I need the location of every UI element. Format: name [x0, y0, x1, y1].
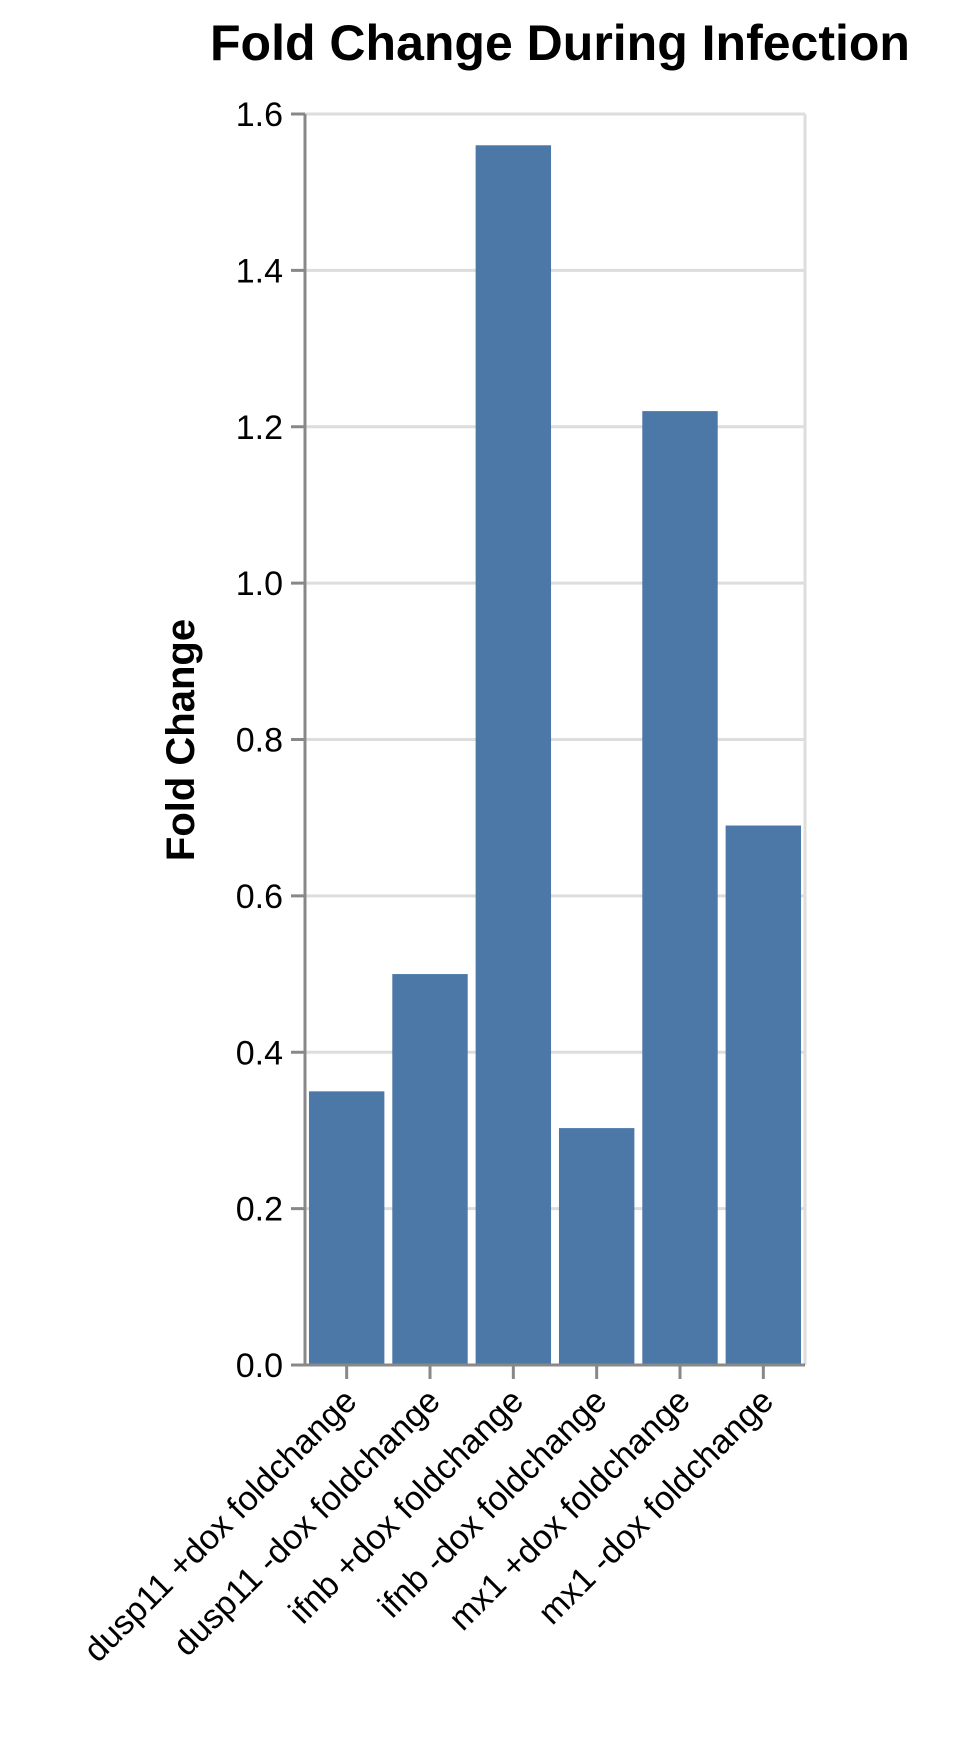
y-tick-label: 0.6 — [236, 878, 283, 916]
y-axis-title: Fold Change — [159, 619, 203, 861]
y-tick-label: 0.4 — [236, 1034, 283, 1072]
bar — [642, 411, 718, 1365]
grid-layer — [305, 112, 807, 1367]
bar — [725, 825, 802, 1365]
y-tick-label: 1.4 — [236, 252, 283, 290]
bar — [475, 145, 552, 1365]
chart-title: Fold Change During Infection — [210, 15, 910, 71]
y-tick-label: 1.2 — [236, 409, 283, 447]
axis-layer — [291, 112, 805, 1379]
bar — [392, 974, 468, 1365]
y-tick-label: 0.8 — [236, 722, 283, 760]
y-tick-labels: 0.0 0.2 0.4 0.6 0.8 1.0 1.2 1.4 1.6 — [236, 96, 283, 1385]
y-tick-label: 0.0 — [236, 1347, 283, 1385]
y-tick-label: 0.2 — [236, 1191, 283, 1229]
y-tick-label: 1.0 — [236, 565, 283, 603]
bar-layer — [308, 145, 802, 1365]
bar — [558, 1128, 635, 1365]
bar — [308, 1091, 385, 1365]
y-tick-label: 1.6 — [236, 96, 283, 134]
